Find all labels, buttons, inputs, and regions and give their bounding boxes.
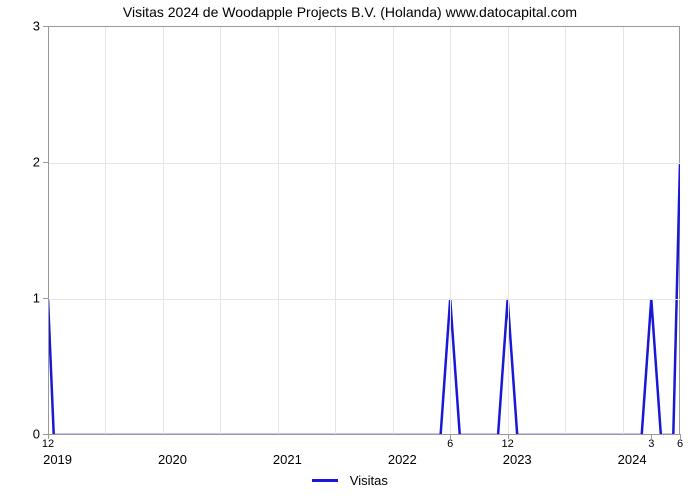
gridline-vertical: [508, 27, 509, 435]
y-tick-mark: [43, 298, 48, 299]
x-tick-year: 2024: [618, 452, 647, 467]
gridline-vertical: [278, 27, 279, 435]
gridline-vertical: [105, 27, 106, 435]
gridline-vertical: [220, 27, 221, 435]
x-tick-year: 2021: [273, 452, 302, 467]
x-tick-mark: [450, 434, 451, 439]
line-series: [48, 27, 680, 435]
gridline-horizontal: [48, 163, 680, 164]
x-tick-year: 2020: [158, 452, 187, 467]
gridline-vertical: [335, 27, 336, 435]
legend-swatch: [312, 479, 338, 482]
gridline-vertical: [393, 27, 394, 435]
gridline-horizontal: [48, 299, 680, 300]
bottom-axis: [48, 434, 680, 435]
legend: Visitas: [0, 472, 700, 488]
gridline-vertical: [163, 27, 164, 435]
x-tick-month: 3: [648, 438, 654, 450]
left-axis: [48, 27, 49, 435]
x-tick-year: 2019: [43, 452, 72, 467]
x-tick-month: 6: [677, 438, 683, 450]
y-tick-mark: [43, 26, 48, 27]
x-tick-mark: [680, 434, 681, 439]
x-tick-month: 6: [447, 438, 453, 450]
y-tick-mark: [43, 162, 48, 163]
gridline-vertical: [450, 27, 451, 435]
plot-area: [48, 26, 680, 434]
x-tick-month: 12: [502, 438, 514, 450]
gridline-vertical: [565, 27, 566, 435]
y-tick-label: 2: [20, 155, 40, 170]
x-tick-mark: [48, 434, 49, 439]
x-tick-year: 2023: [503, 452, 532, 467]
legend-label: Visitas: [350, 473, 388, 488]
y-tick-label: 0: [20, 427, 40, 442]
y-tick-label: 1: [20, 291, 40, 306]
x-tick-mark: [651, 434, 652, 439]
x-tick-mark: [508, 434, 509, 439]
chart-container: Visitas 2024 de Woodapple Projects B.V. …: [0, 0, 700, 500]
y-tick-label: 3: [20, 19, 40, 34]
x-tick-month: 12: [42, 438, 54, 450]
x-tick-year: 2022: [388, 452, 417, 467]
gridline-vertical: [623, 27, 624, 435]
chart-title: Visitas 2024 de Woodapple Projects B.V. …: [0, 4, 700, 20]
